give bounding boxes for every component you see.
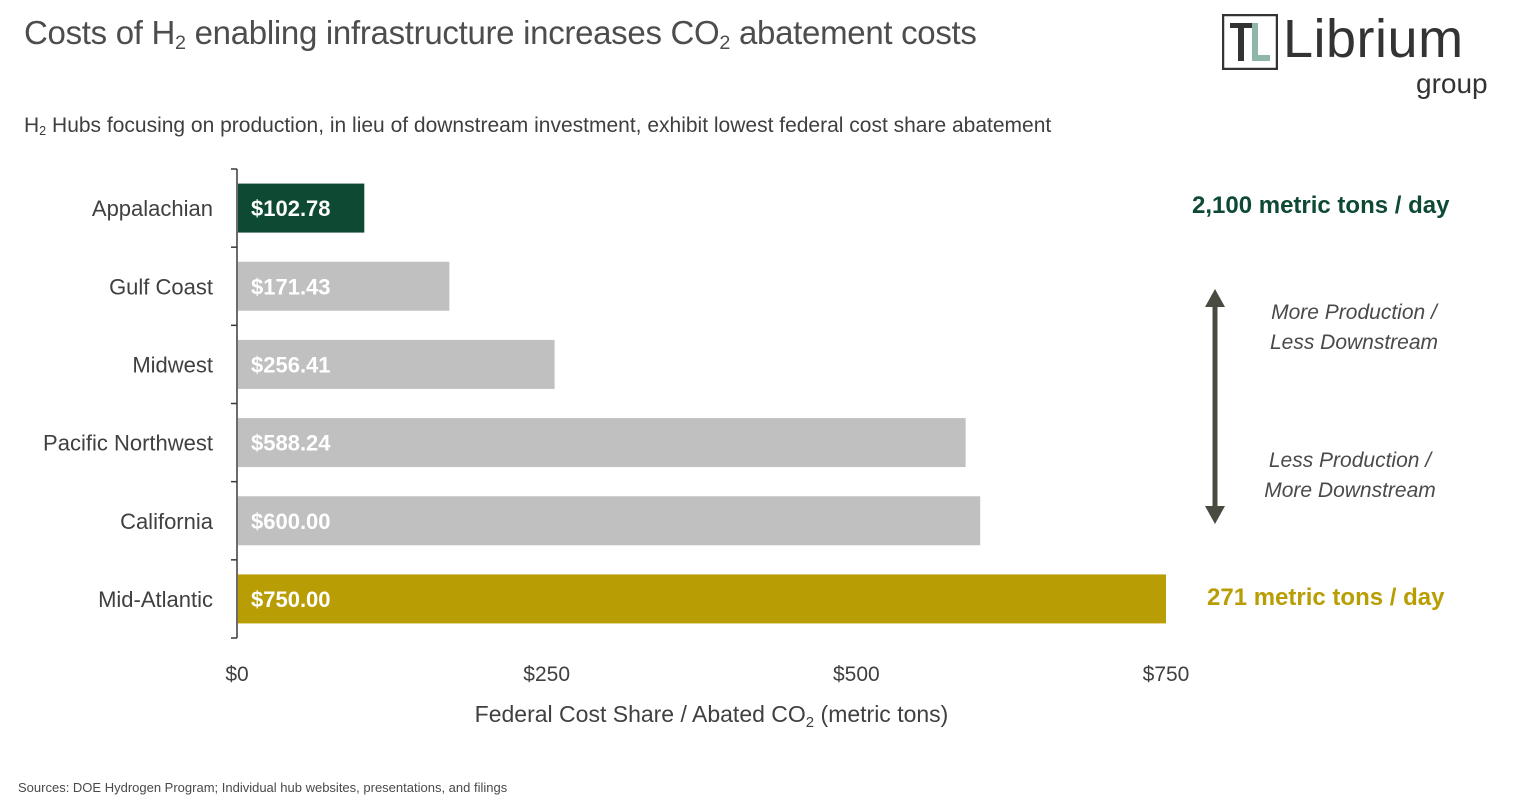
source-note: Sources: DOE Hydrogen Program; Individua…: [18, 780, 508, 795]
chart-subtitle: H2 Hubs focusing on production, in lieu …: [24, 114, 1052, 139]
librium-tl-mark-icon: [1222, 14, 1278, 70]
bar-appalachian: [238, 183, 365, 233]
category-label-pacific-northwest: Pacific Northwest: [43, 431, 213, 456]
bar-midwest: [238, 339, 555, 389]
x-axis-title: Federal Cost Share / Abated CO2 (metric …: [475, 701, 949, 731]
bottom-annotation: 271 metric tons / day: [1207, 584, 1445, 611]
lower-note-line-2: More Downstream: [1264, 479, 1436, 502]
upper-note-line-2: Less Downstream: [1269, 331, 1439, 354]
chart-title: Costs of H2 enabling infrastructure incr…: [24, 14, 977, 54]
arrow-head-down: [1205, 506, 1225, 524]
top-annotation: 2,100 metric tons / day: [1192, 192, 1450, 219]
logo-subtext: group: [1416, 68, 1488, 99]
x-tick-label: $750: [1143, 663, 1190, 686]
bar-mid-atlantic: [238, 574, 1166, 624]
x-tick-label: $500: [833, 663, 880, 686]
arrow-head-up: [1205, 289, 1225, 307]
data-label-california: $600.00: [251, 509, 331, 534]
category-label-mid-atlantic: Mid-Atlantic: [98, 587, 213, 612]
category-label-appalachian: Appalachian: [92, 196, 213, 221]
x-tick-label: $250: [523, 663, 570, 686]
bars-layer: $102.78 $171.43 $256.41 $588.24 $600.00 $750.…: [238, 183, 1166, 624]
lower-note: Less Production / More Downstream: [1230, 446, 1470, 506]
lower-note-line-1: Less Production /: [1268, 449, 1432, 472]
data-label-appalachian: $102.78: [251, 196, 331, 221]
data-label-gulf-coast: $171.43: [251, 274, 331, 299]
upper-note: More Production / Less Downstream: [1234, 298, 1474, 358]
x-tick-label: $0: [225, 663, 248, 686]
axis-layer: Appalachian Gulf Coast Midwest Pacific Nort…: [43, 168, 1190, 731]
bar-pacific-northwest: [238, 418, 966, 468]
upper-note-line-1: More Production /: [1271, 301, 1437, 324]
bar-gulf-coast: [238, 261, 450, 311]
logo-wordmark: Librium: [1283, 9, 1464, 69]
data-label-midwest: $256.41: [251, 352, 331, 377]
category-label-california: California: [120, 509, 214, 534]
bar-california: [238, 496, 981, 546]
category-label-gulf-coast: Gulf Coast: [109, 274, 213, 299]
data-label-mid-atlantic: $750.00: [251, 587, 331, 612]
category-label-midwest: Midwest: [132, 352, 213, 377]
data-label-pacific-northwest: $588.24: [251, 431, 331, 456]
company-logo: Librium group: [1220, 9, 1510, 102]
